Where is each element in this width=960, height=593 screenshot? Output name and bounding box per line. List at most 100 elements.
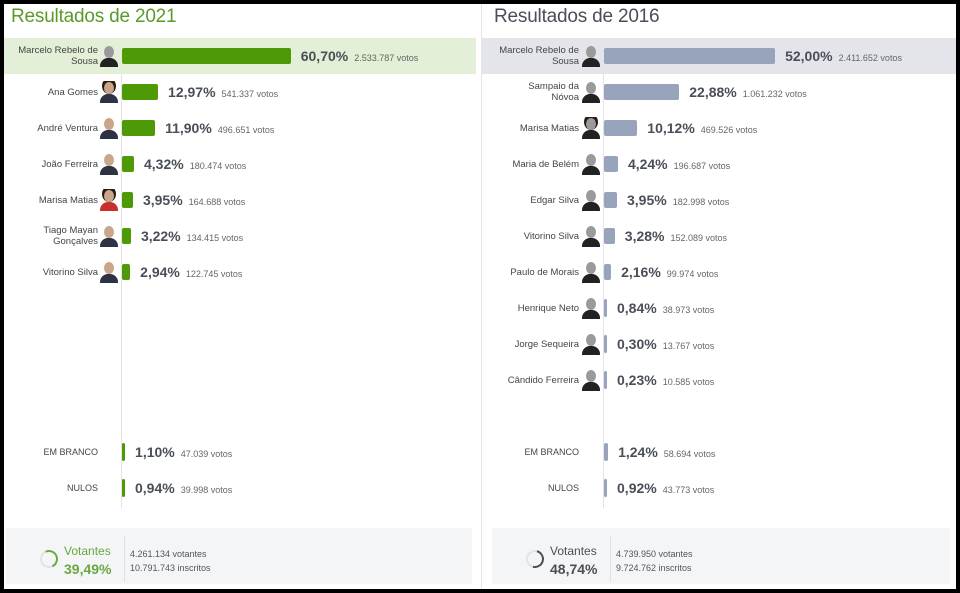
portrait-body [100, 166, 118, 175]
candidate-portrait-icon [581, 117, 601, 139]
candidate-name: Henrique Neto [469, 290, 579, 326]
candidate-row: Henrique Neto 0,84% 38.973 votos [482, 290, 956, 326]
result-bar[interactable] [604, 192, 617, 208]
portrait-body [100, 58, 118, 67]
candidate-name-line: Vitorino Silva [42, 266, 98, 278]
voters-count: 4.739.950 votantes [616, 549, 693, 559]
candidate-name: Jorge Sequeira [469, 326, 579, 362]
result-percentage: 2,16% 99.974 votos [621, 254, 718, 290]
candidate-name-text: Maria de Belém [512, 159, 579, 170]
registered-count: 10.791.743 inscritos [130, 563, 211, 573]
result-percentage: 22,88% 1.061.232 votos [689, 74, 807, 110]
result-bar[interactable] [604, 299, 607, 317]
portrait-body [100, 94, 118, 103]
vote-count: 13.767 votos [662, 341, 715, 351]
result-bar[interactable] [604, 48, 776, 64]
candidate-row: Marcelo Rebelo de Sousa 52,00% 2.411.652 vo… [482, 38, 956, 74]
result-bar[interactable] [604, 228, 615, 244]
result-percentage: 52,00% 2.411.652 votos [785, 38, 902, 74]
candidate-name-text: Marcelo Rebelo de Sousa [499, 45, 579, 67]
candidate-row: Marisa Matias 3,95% 164.688 votos [4, 182, 476, 218]
result-percentage: 0,94% 39.998 votos [135, 470, 232, 506]
percentage-value: 0,92% [617, 480, 657, 496]
vote-count: 38.973 votos [662, 305, 715, 315]
candidate-row: Vitorino Silva 3,28% 152.089 votos [482, 218, 956, 254]
candidate-name-text: Jorge Sequeira [515, 339, 579, 350]
percentage-value: 1,10% [135, 444, 175, 460]
percentage-value: 3,95% [626, 192, 667, 208]
result-bar[interactable] [604, 156, 618, 172]
registered-count: 9.724.762 inscritos [616, 563, 692, 573]
result-percentage: 3,95% 164.688 votos [143, 182, 245, 218]
candidate-name-line: Paulo de Morais [510, 266, 579, 278]
candidate-name-line: Ana Gomes [47, 86, 98, 98]
portrait-head [104, 118, 114, 130]
turnout-footer: Votantes 39,49% 4.261.134 votantes 10.79… [6, 528, 472, 584]
result-bar[interactable] [604, 371, 607, 389]
candidate-portrait-icon [581, 261, 601, 283]
portrait-body [582, 346, 600, 355]
percentage-value: 0,94% [135, 480, 175, 496]
result-bar[interactable] [122, 48, 291, 64]
vote-count: 134.415 votos [186, 233, 244, 243]
result-bar[interactable] [604, 335, 607, 353]
candidate-portrait-icon [99, 45, 119, 67]
percentage-value: 3,22% [140, 228, 181, 244]
candidate-name: Paulo de Morais [469, 254, 579, 290]
result-bar[interactable] [604, 479, 608, 497]
percentage-value: 11,90% [165, 120, 212, 136]
result-bar[interactable] [604, 84, 680, 100]
portrait-body [582, 382, 600, 391]
portrait-head [104, 82, 114, 94]
portrait-head [586, 334, 596, 346]
turnout-ring-icon [522, 546, 548, 572]
result-bar[interactable] [122, 120, 156, 136]
candidate-portrait-icon [581, 369, 601, 391]
vote-category-label: NULOS [66, 482, 98, 493]
result-bar[interactable] [122, 192, 133, 208]
result-bar[interactable] [604, 443, 609, 461]
chart-axis-line [603, 38, 604, 508]
vote-count: 1.061.232 votos [742, 89, 807, 99]
portrait-head [586, 154, 596, 166]
vote-count: 180.474 votos [189, 161, 247, 171]
candidate-name-text: Ana Gomes [48, 87, 98, 98]
result-percentage: 3,95% 182.998 votos [627, 182, 729, 218]
candidate-name: Vitorino Silva [469, 218, 579, 254]
candidate-name-line: João Ferreira [41, 158, 99, 170]
candidate-row: Marisa Matias 10,12% 469.526 votos [482, 110, 956, 146]
result-percentage: 3,22% 134.415 votos [141, 218, 243, 254]
vote-count: 43.773 votos [662, 485, 715, 495]
result-bar[interactable] [122, 479, 125, 497]
vote-count: 99.974 votos [666, 269, 719, 279]
vote-count: 47.039 votos [180, 449, 233, 459]
vote-count: 541.337 votos [221, 89, 279, 99]
portrait-head [104, 226, 114, 238]
candidate-row: André Ventura 11,90% 496.651 votos [4, 110, 476, 146]
portrait-head [104, 154, 114, 166]
candidate-name-line: Marcelo Rebelo de [18, 45, 98, 56]
candidate-row: Sampaio da Nóvoa 22,88% 1.061.232 votos [482, 74, 956, 110]
candidate-row: Edgar Silva 3,95% 182.998 votos [482, 182, 956, 218]
vote-count: 182.998 votos [672, 197, 730, 207]
result-bar[interactable] [122, 84, 159, 100]
result-bar[interactable] [122, 443, 126, 461]
result-bar[interactable] [604, 264, 612, 280]
result-bar[interactable] [122, 228, 131, 244]
percentage-value: 22,88% [689, 84, 737, 100]
result-bar[interactable] [604, 120, 638, 136]
candidate-portrait-icon [99, 81, 119, 103]
result-bar[interactable] [122, 156, 134, 172]
candidate-name-line: Cândido Ferreira [507, 374, 579, 386]
vote-count: 196.687 votos [673, 161, 731, 171]
candidate-portrait-icon [581, 297, 601, 319]
candidate-row: João Ferreira 4,32% 180.474 votos [4, 146, 476, 182]
candidate-name-line: Maria de Belém [512, 158, 579, 170]
result-bar[interactable] [122, 264, 131, 280]
candidate-portrait-icon [99, 117, 119, 139]
candidate-name-line: Vitorino Silva [523, 230, 579, 242]
candidate-name: NULOS [0, 470, 98, 506]
percentage-value: 0,30% [617, 336, 657, 352]
candidate-name: EM BRANCO [0, 434, 98, 470]
percentage-value: 2,16% [621, 264, 661, 280]
